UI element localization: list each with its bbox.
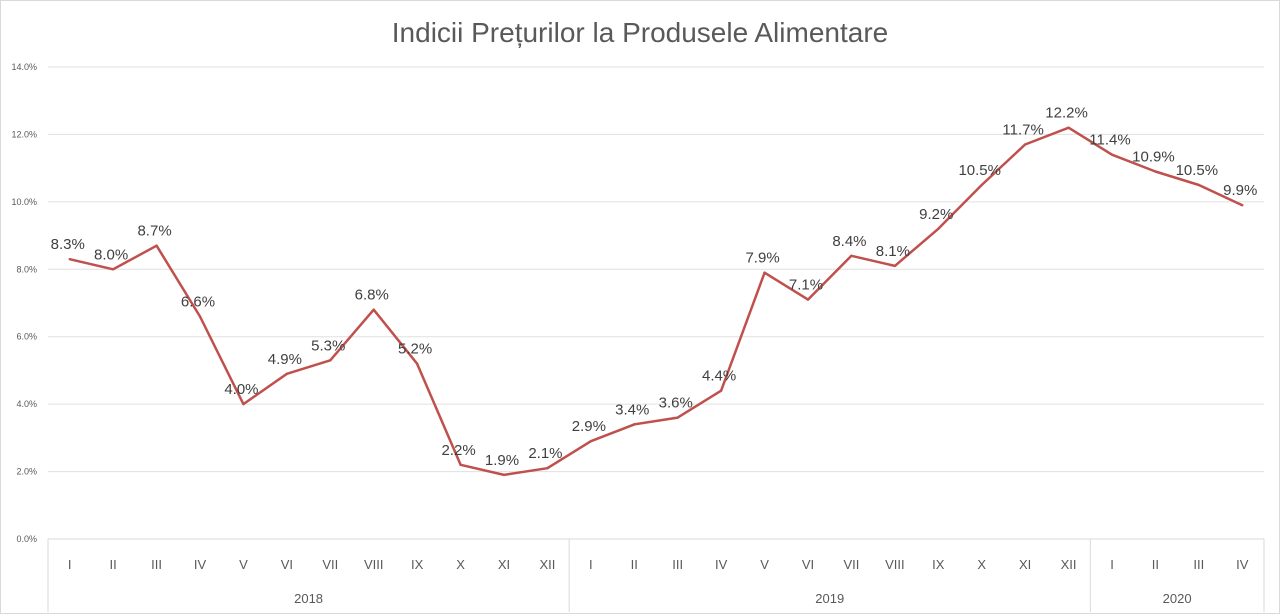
x-tick-label: XI <box>498 557 510 572</box>
data-point <box>633 423 636 426</box>
data-label: 6.6% <box>181 293 215 310</box>
data-label: 9.9% <box>1223 182 1257 199</box>
x-tick-label: VIII <box>364 557 384 572</box>
data-point <box>1110 153 1114 156</box>
data-label: 5.3% <box>311 337 345 354</box>
group-label: 2018 <box>294 591 323 606</box>
data-point <box>285 372 289 375</box>
x-tick-label: XI <box>1019 557 1031 572</box>
data-label: 10.5% <box>958 162 1001 179</box>
data-label: 10.5% <box>1176 162 1219 179</box>
y-tick-label: 2.0% <box>16 467 37 477</box>
data-label: 4.4% <box>702 368 736 385</box>
data-point <box>155 244 158 247</box>
data-point <box>980 183 983 187</box>
x-tick-label: X <box>456 557 465 572</box>
group-label: 2019 <box>815 591 844 606</box>
x-tick-label: I <box>68 557 72 572</box>
x-tick-label: X <box>977 557 986 572</box>
chart-title: Indicii Prețurilor la Produsele Alimenta… <box>392 17 888 48</box>
x-tick-label: IV <box>194 557 207 572</box>
y-tick-label: 4.0% <box>16 399 37 409</box>
data-point <box>111 268 115 271</box>
data-label: 2.1% <box>528 445 562 462</box>
y-tick-label: 10.0% <box>11 197 37 207</box>
data-point <box>850 254 853 257</box>
x-tick-label: II <box>1152 557 1159 572</box>
x-tick-label: III <box>672 557 683 572</box>
data-label: 6.8% <box>355 287 389 304</box>
data-point <box>1197 183 1201 187</box>
x-tick-label: XII <box>539 557 555 572</box>
x-tick-label: V <box>239 557 248 572</box>
data-label: 4.9% <box>268 351 302 368</box>
x-tick-label: IV <box>1236 557 1249 572</box>
data-point <box>1154 170 1157 173</box>
data-point <box>893 264 897 268</box>
x-tick-label: IX <box>411 557 424 572</box>
data-label: 1.9% <box>485 452 519 469</box>
data-label: 5.2% <box>398 341 432 358</box>
series-line <box>69 126 1243 477</box>
data-point <box>1023 143 1027 146</box>
data-label: 11.4% <box>1089 132 1130 149</box>
data-point <box>806 298 810 301</box>
data-label: 2.9% <box>572 418 606 435</box>
x-tick-label: I <box>589 557 593 572</box>
data-label: 8.0% <box>94 246 128 263</box>
data-label: 11.7% <box>1002 122 1043 139</box>
data-label: 7.9% <box>745 250 779 267</box>
data-point <box>329 359 332 362</box>
data-point <box>1067 126 1070 129</box>
x-tick-label: VII <box>843 557 859 572</box>
data-label: 2.2% <box>441 442 475 459</box>
y-tick-label: 8.0% <box>16 264 37 274</box>
x-tick-label: II <box>631 557 638 572</box>
data-label: 8.4% <box>832 233 866 250</box>
data-label: 12.2% <box>1045 105 1088 122</box>
data-point <box>198 315 202 318</box>
data-point <box>372 308 375 311</box>
data-point <box>242 402 245 406</box>
data-point <box>546 467 549 470</box>
x-tick-label: V <box>760 557 769 572</box>
data-point <box>763 271 766 274</box>
data-label: 8.1% <box>876 243 910 260</box>
y-tick-label: 6.0% <box>16 332 37 342</box>
data-point <box>459 463 462 467</box>
x-tick-label: II <box>110 557 117 572</box>
data-point <box>415 362 419 365</box>
x-tick-label: III <box>151 557 162 572</box>
x-tick-label: VI <box>802 557 814 572</box>
data-point <box>719 389 723 392</box>
data-point <box>502 473 506 477</box>
y-tick-label: 0.0% <box>16 534 37 544</box>
data-label: 8.7% <box>137 223 171 240</box>
data-label: 10.9% <box>1132 149 1175 166</box>
x-tick-label: IX <box>932 557 945 572</box>
x-tick-label: VI <box>281 557 293 572</box>
x-tick-label: VII <box>322 557 338 572</box>
group-label: 2020 <box>1163 591 1192 606</box>
data-label: 9.2% <box>919 206 953 223</box>
y-tick-label: 14.0% <box>11 62 37 72</box>
data-label: 4.0% <box>224 381 258 398</box>
data-label: 7.1% <box>789 277 823 294</box>
data-point <box>589 440 593 443</box>
data-point <box>1241 204 1244 207</box>
data-point <box>676 416 679 419</box>
x-tick-label: XII <box>1061 557 1077 572</box>
data-label: 3.6% <box>659 395 693 412</box>
x-tick-label: III <box>1193 557 1204 572</box>
y-tick-label: 12.0% <box>11 129 37 139</box>
x-tick-label: I <box>1110 557 1114 572</box>
data-point <box>937 227 940 231</box>
data-point <box>68 257 71 261</box>
x-tick-label: VIII <box>885 557 905 572</box>
data-label: 8.3% <box>51 236 85 253</box>
data-label: 3.4% <box>615 401 649 418</box>
x-tick-label: IV <box>715 557 728 572</box>
